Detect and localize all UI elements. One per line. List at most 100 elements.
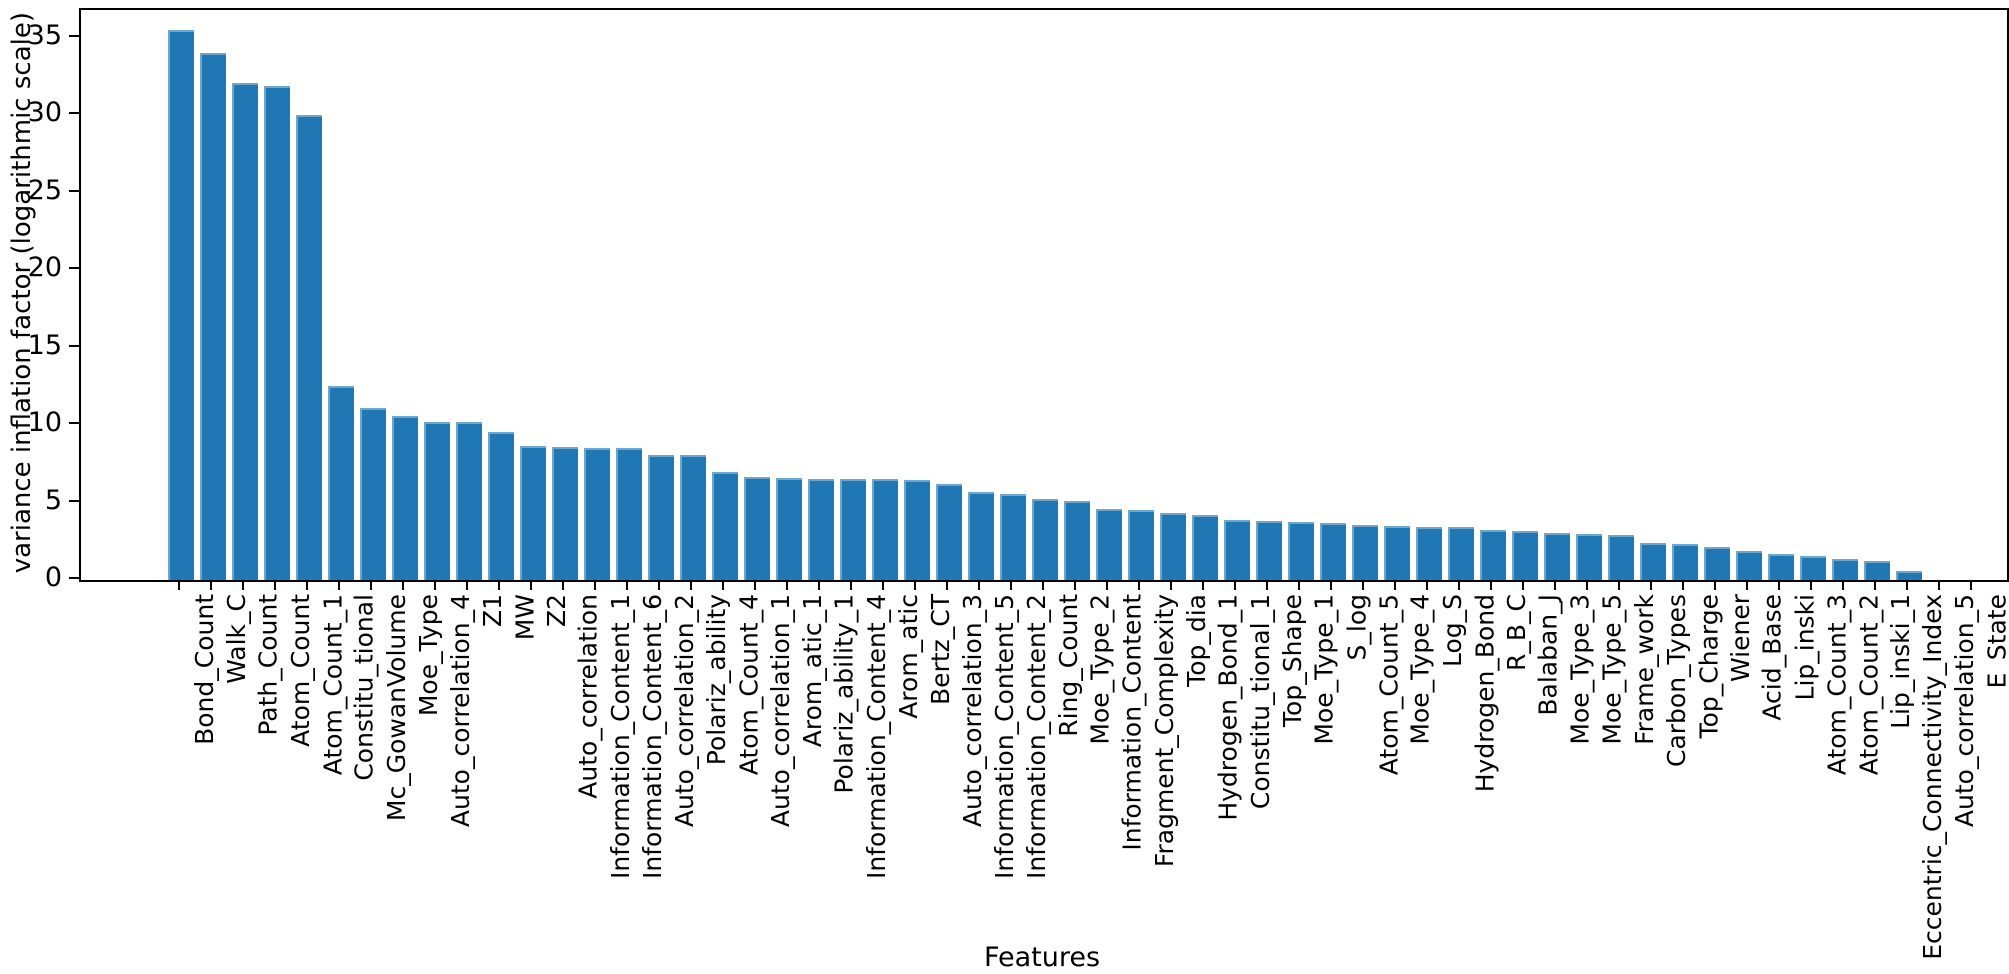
x-axis-tick-label: Arom_atic_1 — [798, 594, 827, 748]
x-axis-tick-label: E_State — [1982, 594, 2009, 689]
y-axis-tick-label: 20 — [27, 252, 62, 284]
x-axis-tick — [1746, 580, 1748, 590]
bar — [1704, 547, 1730, 580]
y-axis-tick-label: 0 — [44, 562, 62, 593]
x-axis-tick — [1298, 580, 1300, 590]
x-axis-tick-label: R_B_C — [1502, 594, 1531, 671]
x-axis-tick — [1650, 580, 1652, 590]
y-axis-tick — [69, 422, 79, 425]
x-axis-tick-label: Auto_correlation_1 — [766, 594, 795, 828]
bar — [1768, 554, 1794, 580]
x-axis-tick-label: Moe_Type — [414, 594, 443, 717]
bar — [1352, 525, 1378, 580]
x-axis-tick — [1138, 580, 1140, 590]
bar — [1672, 544, 1698, 580]
x-axis-tick — [914, 580, 916, 590]
x-axis-tick — [1938, 580, 1940, 590]
x-axis-tick-label: S_log — [1342, 594, 1371, 661]
x-axis-tick — [1042, 580, 1044, 590]
y-axis-tick-label: 35 — [27, 19, 62, 51]
x-axis-tick-label: Acid_Base — [1758, 594, 1787, 721]
x-axis-tick — [434, 580, 436, 590]
y-axis-tick — [69, 189, 79, 192]
x-axis-tick-label: Hydrogen_Bond — [1470, 594, 1499, 793]
x-axis-tick-label: Atom_Count_4 — [734, 594, 763, 776]
bar — [1224, 520, 1250, 580]
x-axis-tick — [626, 580, 628, 590]
x-axis-tick-label: Auto_correlation_2 — [670, 594, 699, 828]
plot-area — [79, 8, 2009, 582]
bar — [1256, 521, 1282, 580]
y-axis-tick — [69, 344, 79, 347]
x-axis-tick-label: Top_Shape — [1278, 594, 1307, 727]
bar — [648, 455, 674, 580]
x-axis-tick-label: Information_Content_2 — [1022, 594, 1051, 880]
x-axis-tick — [530, 580, 532, 590]
x-axis-tick — [946, 580, 948, 590]
x-axis-tick-label: Fragment_Complexity — [1150, 594, 1179, 868]
bar — [200, 53, 226, 580]
x-axis-tick — [274, 580, 276, 590]
x-axis-tick-label: Lip_inski — [1790, 594, 1819, 701]
bar — [1864, 561, 1890, 580]
x-axis-tick — [1714, 580, 1716, 590]
x-axis-tick — [1234, 580, 1236, 590]
x-axis-tick-label: Atom_Count — [286, 594, 315, 747]
y-axis-tick — [69, 577, 79, 579]
bar — [1064, 501, 1090, 580]
x-axis-tick-label: Moe_Type_3 — [1566, 594, 1595, 745]
bar — [1896, 571, 1922, 580]
bar — [1576, 534, 1602, 580]
x-axis-tick — [1618, 580, 1620, 590]
bar — [1512, 531, 1538, 580]
x-axis-tick — [1266, 580, 1268, 590]
bar — [1608, 535, 1634, 580]
x-axis-tick — [242, 580, 244, 590]
x-axis-tick-label: Hydrogen_Bond_1 — [1214, 594, 1243, 821]
y-axis-tick — [69, 267, 79, 270]
x-axis-tick — [1170, 580, 1172, 590]
x-axis-tick — [818, 580, 820, 590]
x-axis-tick-label: Lip_inski_1 — [1886, 594, 1915, 729]
bar — [1448, 527, 1474, 580]
x-axis-tick-label: Path_Count — [254, 594, 283, 736]
x-axis-tick-label: Auto_correlation_5 — [1950, 594, 1979, 828]
x-axis-tick-label: Auto_correlation_3 — [958, 594, 987, 828]
bar — [1544, 533, 1570, 580]
x-axis-tick — [1330, 580, 1332, 590]
bar — [1000, 494, 1026, 580]
x-axis-tick-label: Information_Content_4 — [862, 594, 891, 880]
x-axis-tick-label: Information_Content_6 — [638, 594, 667, 880]
x-axis-tick — [1074, 580, 1076, 590]
bar — [776, 478, 802, 580]
bar — [552, 447, 578, 580]
y-axis-tick — [69, 112, 79, 115]
x-axis-tick — [1586, 580, 1588, 590]
x-axis-tick — [1106, 580, 1108, 590]
bar — [1288, 522, 1314, 580]
x-axis-tick-label: Atom_Count_2 — [1854, 594, 1883, 776]
x-axis-tick — [690, 580, 692, 590]
bar — [936, 484, 962, 580]
bar — [264, 86, 290, 580]
x-axis-tick — [658, 580, 660, 590]
x-axis-tick-label: Auto_correlation — [574, 594, 603, 799]
y-axis-tick — [69, 499, 79, 502]
bar — [1032, 499, 1058, 580]
x-axis-tick-label: Auto_correlation_4 — [446, 594, 475, 828]
x-axis-tick — [1810, 580, 1812, 590]
y-axis-tick — [69, 34, 79, 37]
x-axis-tick — [1490, 580, 1492, 590]
x-axis-tick — [754, 580, 756, 590]
x-axis-tick-label: Z1 — [478, 594, 507, 628]
bar — [1832, 559, 1858, 580]
bar — [840, 479, 866, 580]
x-axis-tick-label: Mc_GowanVolume — [382, 594, 411, 822]
x-axis-tick-label: Atom_Count_3 — [1822, 594, 1851, 776]
bar — [1736, 551, 1762, 580]
x-axis-tick — [1426, 580, 1428, 590]
bar — [1480, 530, 1506, 580]
x-axis-tick-label: Moe_Type_2 — [1086, 594, 1115, 745]
x-axis-tick-label: Ring_Count — [1054, 594, 1083, 737]
